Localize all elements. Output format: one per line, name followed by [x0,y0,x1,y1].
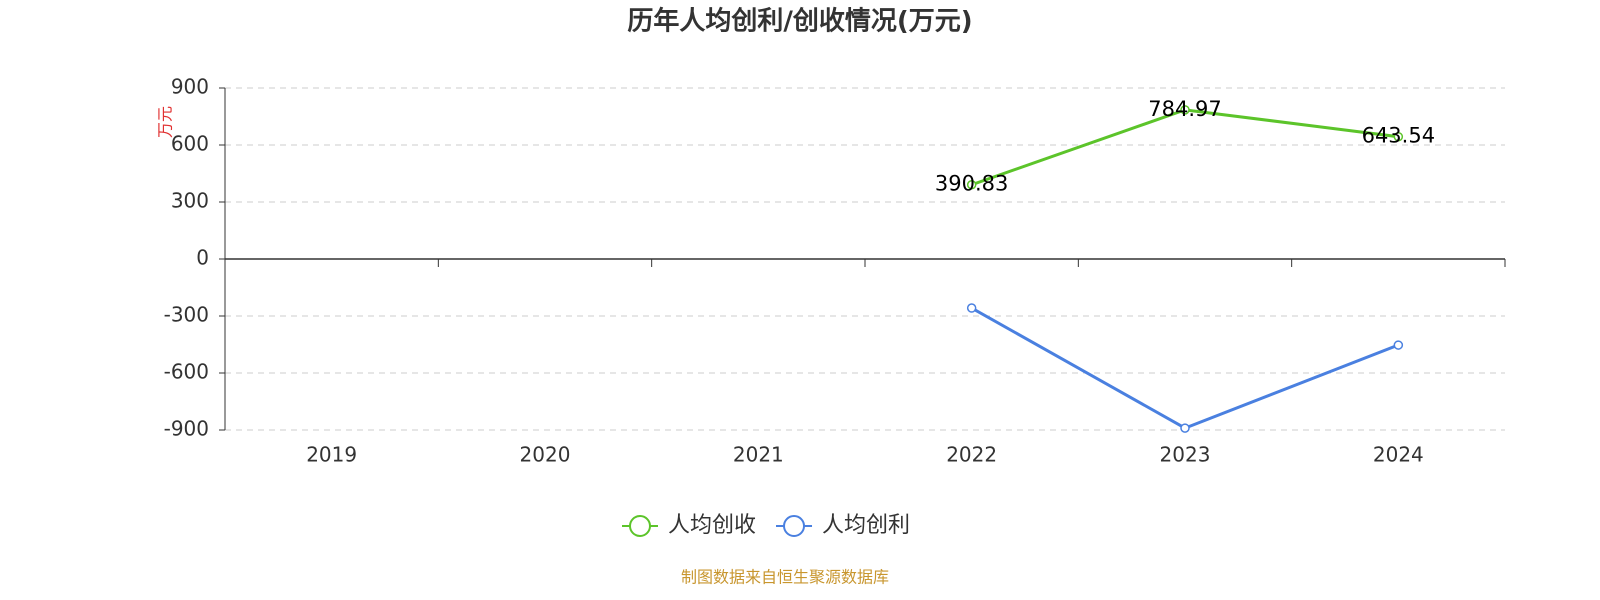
y-axis-label: 万元 [156,106,175,138]
chart-title: 历年人均创利/创收情况(万元) [627,6,972,37]
data-label: 643.54 [1362,124,1435,148]
x-tick-label: 2022 [946,443,997,467]
series-line [971,108,1399,187]
x-tick-label: 2023 [1160,443,1211,467]
x-tick-label: 2021 [733,443,784,467]
legend-label: 人均创收 [668,513,756,538]
x-tick-label: 2020 [520,443,571,467]
y-tick-label: 300 [171,189,209,213]
series-line [970,306,1399,430]
legend-label: 人均创利 [822,513,910,538]
y-tick-label: -300 [164,303,209,327]
data-point [1393,131,1404,142]
y-tick-label: 900 [171,75,209,99]
data-point [966,179,977,190]
data-point [1180,105,1190,115]
x-tick-label: 2024 [1373,443,1424,467]
x-tick-label: 2019 [306,443,357,467]
data-point [1393,340,1404,350]
legend-icon [629,515,651,537]
data-point [1180,423,1190,433]
y-tick-label: 600 [171,132,209,156]
data-label: 784.97 [1148,97,1221,121]
data-label: 390.83 [935,172,1008,196]
y-tick-label: -900 [164,417,209,441]
y-tick-label: -600 [164,360,209,384]
source-note: 制图数据来自恒生聚源数据库 [681,568,889,587]
data-point [966,303,977,313]
y-tick-label: 0 [196,246,209,270]
legend-icon [783,515,806,537]
